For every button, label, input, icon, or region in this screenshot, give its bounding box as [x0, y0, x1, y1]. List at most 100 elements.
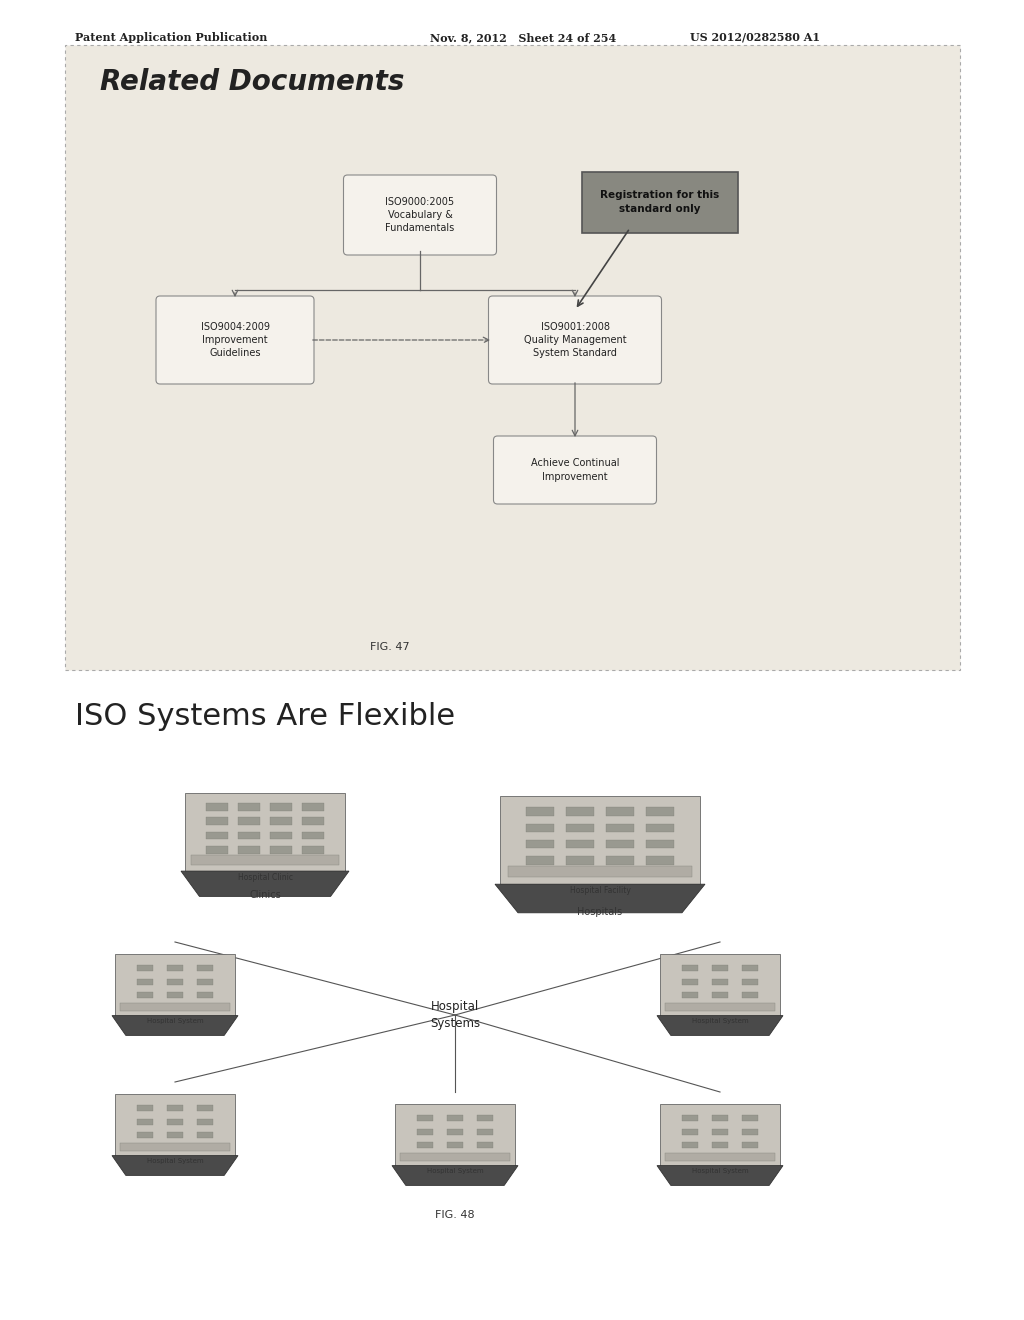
FancyBboxPatch shape — [712, 1142, 728, 1148]
Polygon shape — [112, 1155, 238, 1175]
Polygon shape — [657, 1015, 783, 1035]
FancyBboxPatch shape — [269, 817, 292, 825]
FancyBboxPatch shape — [343, 176, 497, 255]
Text: FIG. 47: FIG. 47 — [371, 642, 410, 652]
FancyBboxPatch shape — [417, 1115, 433, 1121]
FancyBboxPatch shape — [606, 824, 634, 833]
Text: Hospital System: Hospital System — [146, 1158, 204, 1164]
FancyBboxPatch shape — [136, 965, 154, 972]
FancyBboxPatch shape — [682, 1142, 698, 1148]
FancyBboxPatch shape — [488, 296, 662, 384]
Text: Achieve Continual
Improvement: Achieve Continual Improvement — [530, 458, 620, 482]
FancyBboxPatch shape — [665, 1003, 775, 1011]
Text: Hospital System: Hospital System — [691, 1168, 749, 1173]
FancyBboxPatch shape — [206, 803, 228, 810]
FancyBboxPatch shape — [476, 1115, 494, 1121]
FancyBboxPatch shape — [302, 832, 325, 840]
FancyBboxPatch shape — [167, 1118, 183, 1125]
FancyBboxPatch shape — [399, 1152, 510, 1160]
FancyBboxPatch shape — [741, 1115, 759, 1121]
FancyBboxPatch shape — [238, 803, 260, 810]
FancyBboxPatch shape — [197, 965, 213, 972]
FancyBboxPatch shape — [682, 1115, 698, 1121]
FancyBboxPatch shape — [302, 846, 325, 854]
Text: Registration for this
standard only: Registration for this standard only — [600, 190, 720, 214]
FancyBboxPatch shape — [526, 824, 554, 833]
FancyBboxPatch shape — [606, 840, 634, 849]
FancyBboxPatch shape — [682, 965, 698, 972]
FancyBboxPatch shape — [115, 954, 234, 1015]
FancyBboxPatch shape — [446, 1142, 464, 1148]
FancyBboxPatch shape — [238, 846, 260, 854]
FancyBboxPatch shape — [646, 824, 674, 833]
Text: Nov. 8, 2012   Sheet 24 of 254: Nov. 8, 2012 Sheet 24 of 254 — [430, 32, 616, 44]
FancyBboxPatch shape — [136, 1133, 154, 1138]
Polygon shape — [495, 884, 705, 913]
FancyBboxPatch shape — [646, 855, 674, 865]
Text: Related Documents: Related Documents — [100, 69, 404, 96]
FancyBboxPatch shape — [526, 855, 554, 865]
FancyBboxPatch shape — [660, 1105, 780, 1166]
FancyBboxPatch shape — [682, 1129, 698, 1135]
FancyBboxPatch shape — [712, 1129, 728, 1135]
FancyBboxPatch shape — [197, 1105, 213, 1111]
FancyBboxPatch shape — [646, 808, 674, 816]
FancyBboxPatch shape — [606, 855, 634, 865]
Text: ISO9004:2009
Improvement
Guidelines: ISO9004:2009 Improvement Guidelines — [201, 322, 269, 358]
Text: Patent Application Publication: Patent Application Publication — [75, 32, 267, 44]
FancyBboxPatch shape — [741, 993, 759, 998]
FancyBboxPatch shape — [395, 1105, 515, 1166]
FancyBboxPatch shape — [741, 1142, 759, 1148]
FancyBboxPatch shape — [302, 817, 325, 825]
FancyBboxPatch shape — [446, 1115, 464, 1121]
Text: Hospitals: Hospitals — [578, 907, 623, 917]
Text: FIG. 48: FIG. 48 — [435, 1210, 475, 1220]
FancyBboxPatch shape — [566, 824, 594, 833]
Text: Hospital
Systems: Hospital Systems — [430, 1001, 480, 1030]
FancyBboxPatch shape — [566, 808, 594, 816]
FancyBboxPatch shape — [741, 978, 759, 985]
FancyBboxPatch shape — [508, 866, 692, 876]
Text: Hospital System: Hospital System — [691, 1018, 749, 1023]
FancyBboxPatch shape — [65, 45, 961, 671]
FancyBboxPatch shape — [197, 993, 213, 998]
FancyBboxPatch shape — [120, 1143, 230, 1151]
FancyBboxPatch shape — [269, 803, 292, 810]
Text: ISO9001:2008
Quality Management
System Standard: ISO9001:2008 Quality Management System S… — [523, 322, 627, 358]
FancyBboxPatch shape — [476, 1142, 494, 1148]
FancyBboxPatch shape — [646, 840, 674, 849]
FancyBboxPatch shape — [741, 965, 759, 972]
FancyBboxPatch shape — [526, 840, 554, 849]
FancyBboxPatch shape — [712, 978, 728, 985]
FancyBboxPatch shape — [417, 1129, 433, 1135]
FancyBboxPatch shape — [269, 832, 292, 840]
FancyBboxPatch shape — [606, 808, 634, 816]
FancyBboxPatch shape — [494, 436, 656, 504]
FancyBboxPatch shape — [476, 1129, 494, 1135]
FancyBboxPatch shape — [446, 1129, 464, 1135]
FancyBboxPatch shape — [417, 1142, 433, 1148]
FancyBboxPatch shape — [156, 296, 314, 384]
FancyBboxPatch shape — [206, 817, 228, 825]
FancyBboxPatch shape — [206, 846, 228, 854]
FancyBboxPatch shape — [167, 965, 183, 972]
FancyBboxPatch shape — [197, 1133, 213, 1138]
FancyBboxPatch shape — [566, 855, 594, 865]
FancyBboxPatch shape — [526, 808, 554, 816]
FancyBboxPatch shape — [191, 854, 339, 865]
FancyBboxPatch shape — [665, 1152, 775, 1160]
Polygon shape — [392, 1166, 518, 1185]
Polygon shape — [181, 871, 349, 896]
FancyBboxPatch shape — [712, 1115, 728, 1121]
Text: Hospital Facility: Hospital Facility — [569, 886, 631, 895]
Polygon shape — [657, 1166, 783, 1185]
FancyBboxPatch shape — [136, 1118, 154, 1125]
FancyBboxPatch shape — [136, 993, 154, 998]
Text: ISO9000:2005
Vocabulary &
Fundamentals: ISO9000:2005 Vocabulary & Fundamentals — [385, 197, 455, 234]
FancyBboxPatch shape — [269, 846, 292, 854]
FancyBboxPatch shape — [197, 1118, 213, 1125]
Text: Hospital Clinic: Hospital Clinic — [238, 873, 293, 882]
FancyBboxPatch shape — [120, 1003, 230, 1011]
FancyBboxPatch shape — [302, 803, 325, 810]
FancyBboxPatch shape — [582, 172, 738, 232]
